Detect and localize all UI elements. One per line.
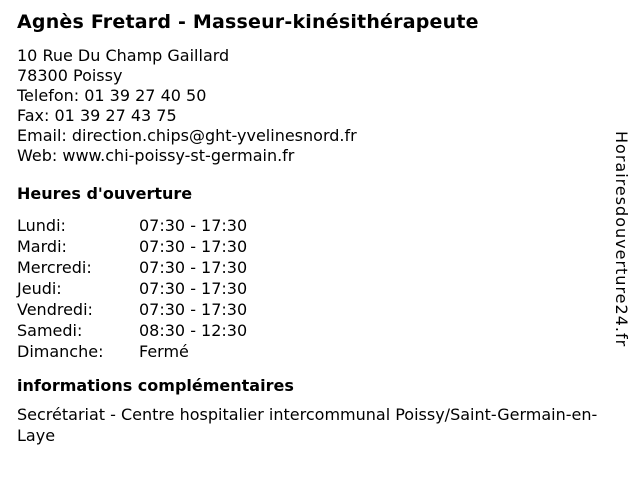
hours-row-saturday: Samedi: 08:30 - 12:30: [17, 320, 623, 341]
email-label: Email:: [17, 126, 67, 145]
web-link[interactable]: www.chi-poissy-st-germain.fr: [62, 146, 295, 165]
web-line: Web: www.chi-poissy-st-germain.fr: [17, 146, 623, 166]
fax-label: Fax:: [17, 106, 50, 125]
contact-block: 10 Rue Du Champ Gaillard 78300 Poissy Te…: [17, 46, 623, 166]
day-hours: 07:30 - 17:30: [139, 279, 248, 298]
phone-line: Telefon: 01 39 27 40 50: [17, 86, 623, 106]
day-label: Dimanche:: [17, 342, 104, 361]
opening-hours-table: Lundi: 07:30 - 17:30 Mardi: 07:30 - 17:3…: [17, 215, 623, 362]
day-label: Mardi:: [17, 237, 67, 256]
hours-row-sunday: Dimanche: Fermé: [17, 341, 623, 362]
opening-hours-heading: Heures d'ouverture: [17, 184, 193, 203]
email-line: Email: direction.chips@ght-yvelinesnord.…: [17, 126, 623, 146]
email-link[interactable]: direction.chips@ght-yvelinesnord.fr: [71, 126, 357, 145]
day-hours: 07:30 - 17:30: [139, 258, 248, 277]
hours-row-friday: Vendredi: 07:30 - 17:30: [17, 299, 623, 320]
fax-value: 01 39 27 43 75: [54, 106, 177, 125]
hours-row-wednesday: Mercredi: 07:30 - 17:30: [17, 257, 623, 278]
web-label: Web:: [17, 146, 58, 165]
additional-info-text: Secrétariat - Centre hospitalier interco…: [17, 405, 598, 445]
address-city: 78300 Poissy: [17, 66, 123, 85]
day-label: Lundi:: [17, 216, 66, 235]
address-street: 10 Rue Du Champ Gaillard: [17, 46, 230, 65]
phone-label: Telefon:: [17, 86, 80, 105]
site-brand-vertical-text: Horairesdouverture24.fr: [612, 131, 631, 348]
page-title: Agnès Fretard - Masseur-kinésithérapeute: [17, 11, 479, 33]
day-hours: Fermé: [139, 342, 189, 361]
hours-row-monday: Lundi: 07:30 - 17:30: [17, 215, 623, 236]
day-hours: 07:30 - 17:30: [139, 216, 248, 235]
day-hours: 07:30 - 17:30: [139, 300, 248, 319]
main-content: Agnès Fretard - Masseur-kinésithérapeute…: [17, 0, 623, 446]
day-hours: 07:30 - 17:30: [139, 237, 248, 256]
day-label: Samedi:: [17, 321, 83, 340]
additional-info-heading: informations complémentaires: [17, 376, 294, 395]
fax-line: Fax: 01 39 27 43 75: [17, 106, 623, 126]
day-label: Mercredi:: [17, 258, 92, 277]
hours-row-thursday: Jeudi: 07:30 - 17:30: [17, 278, 623, 299]
day-label: Jeudi:: [17, 279, 62, 298]
phone-value: 01 39 27 40 50: [84, 86, 207, 105]
hours-row-tuesday: Mardi: 07:30 - 17:30: [17, 236, 623, 257]
day-label: Vendredi:: [17, 300, 93, 319]
day-hours: 08:30 - 12:30: [139, 321, 248, 340]
